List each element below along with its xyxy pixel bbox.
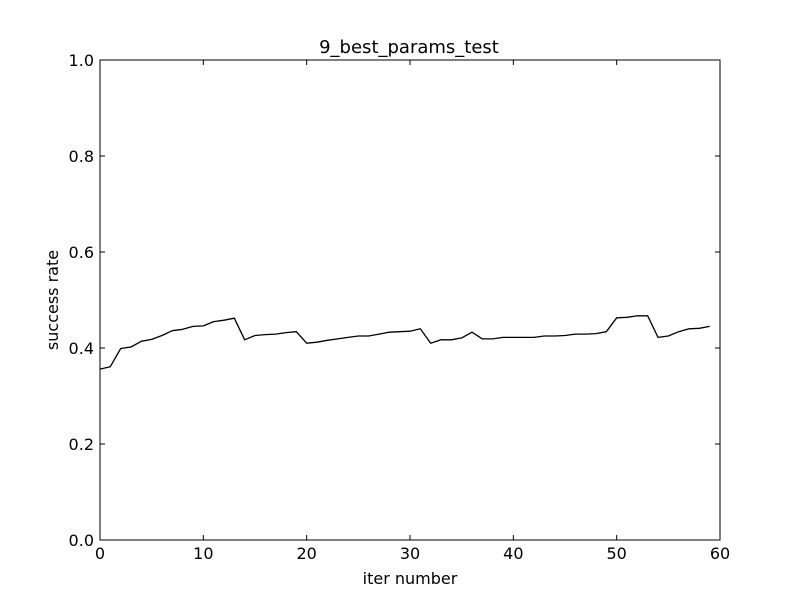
data-point xyxy=(337,338,338,339)
data-point xyxy=(151,339,152,340)
data-point xyxy=(399,331,400,332)
data-point xyxy=(709,326,710,327)
x-tick-label: 10 xyxy=(193,544,213,563)
data-point xyxy=(368,336,369,337)
data-point xyxy=(172,330,173,331)
data-point xyxy=(120,348,121,349)
data-point xyxy=(203,325,204,326)
data-point xyxy=(234,318,235,319)
data-point xyxy=(451,339,452,340)
x-tick-label: 40 xyxy=(503,544,523,563)
data-point xyxy=(492,338,493,339)
data-point xyxy=(182,329,183,330)
data-point xyxy=(255,335,256,336)
data-point xyxy=(265,334,266,335)
data-point xyxy=(647,315,648,316)
data-point xyxy=(668,336,669,337)
data-point xyxy=(585,334,586,335)
x-tick-label: 60 xyxy=(710,544,730,563)
x-tick-label: 50 xyxy=(606,544,626,563)
data-point xyxy=(430,343,431,344)
data-point xyxy=(575,334,576,335)
data-point xyxy=(503,337,504,338)
data-point xyxy=(565,335,566,336)
data-point xyxy=(534,337,535,338)
data-point xyxy=(523,337,524,338)
data-point xyxy=(244,339,245,340)
data-point xyxy=(616,317,617,318)
x-tick-label: 30 xyxy=(400,544,420,563)
data-point xyxy=(110,366,111,367)
data-point xyxy=(637,315,638,316)
data-point xyxy=(213,321,214,322)
data-point xyxy=(596,333,597,334)
data-point xyxy=(482,338,483,339)
data-point xyxy=(410,331,411,332)
data-point xyxy=(441,339,442,340)
data-point xyxy=(286,332,287,333)
chart-title: 9_best_params_test xyxy=(319,37,499,58)
data-point xyxy=(275,334,276,335)
data-point xyxy=(224,320,225,321)
data-point xyxy=(461,337,462,338)
y-tick-label: 1.0 xyxy=(69,51,94,70)
data-point xyxy=(606,331,607,332)
data-point xyxy=(296,331,297,332)
plot-area xyxy=(99,315,710,370)
data-point xyxy=(554,336,555,337)
y-tick-label: 0.8 xyxy=(69,147,94,166)
data-point xyxy=(658,337,659,338)
data-point xyxy=(699,328,700,329)
x-tick-label: 20 xyxy=(296,544,316,563)
y-axis-label: success rate xyxy=(43,250,62,350)
y-tick-label: 0.6 xyxy=(69,243,94,262)
data-point xyxy=(317,342,318,343)
series-line xyxy=(99,315,710,370)
data-point xyxy=(379,334,380,335)
x-tick-label: 0 xyxy=(95,544,105,563)
x-axis-label: iter number xyxy=(363,569,458,588)
data-point xyxy=(141,341,142,342)
data-point xyxy=(327,340,328,341)
data-point xyxy=(420,328,421,329)
data-point xyxy=(389,332,390,333)
data-point xyxy=(358,336,359,337)
data-point xyxy=(627,317,628,318)
data-point xyxy=(162,335,163,336)
y-tick-label: 0.2 xyxy=(69,435,94,454)
data-point xyxy=(472,332,473,333)
data-point xyxy=(193,326,194,327)
data-point xyxy=(513,337,514,338)
data-point xyxy=(689,328,690,329)
data-point xyxy=(306,343,307,344)
data-point xyxy=(678,331,679,332)
y-tick-label: 0.0 xyxy=(69,531,94,550)
data-point xyxy=(348,337,349,338)
data-point xyxy=(544,336,545,337)
data-point xyxy=(131,347,132,348)
y-tick-label: 0.4 xyxy=(69,339,94,358)
